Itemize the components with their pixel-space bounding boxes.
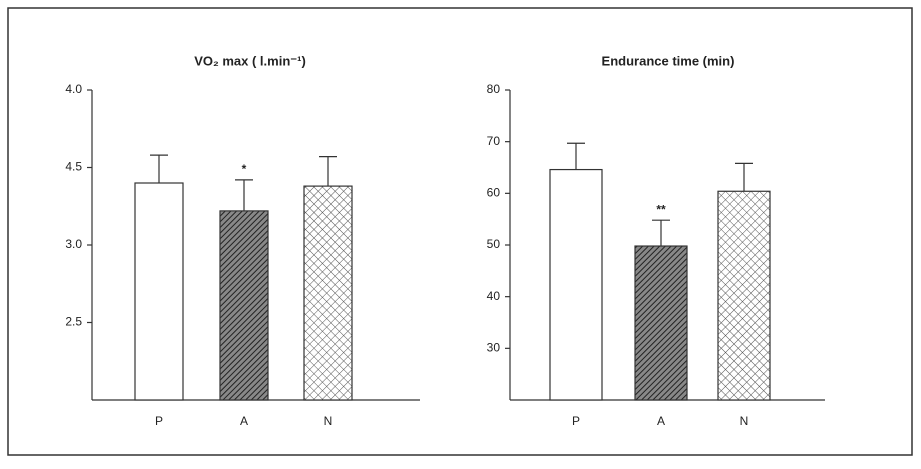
x-tick-label: P: [155, 414, 163, 428]
significance-mark: **: [656, 202, 666, 216]
chart-title: VO₂ max ( l.min⁻¹): [194, 53, 306, 68]
y-tick-label: 80: [487, 82, 501, 96]
y-tick-label: 40: [487, 289, 501, 303]
bar: [134, 182, 184, 401]
x-tick-label: N: [740, 414, 749, 428]
bar: [219, 210, 269, 401]
y-tick-label: 4.5: [65, 160, 82, 174]
y-tick-label: 60: [487, 186, 501, 200]
y-tick-label: 70: [487, 134, 501, 148]
bar: [303, 185, 353, 401]
y-tick-label: 3.0: [65, 237, 82, 251]
y-tick-label: 4.0: [65, 82, 82, 96]
significance-mark: *: [242, 162, 247, 176]
x-tick-label: A: [657, 414, 665, 428]
x-tick-label: A: [240, 414, 248, 428]
frame: [7, 7, 913, 456]
y-tick-label: 2.5: [65, 315, 82, 329]
x-tick-label: P: [572, 414, 580, 428]
chart-title: Endurance time (min): [602, 53, 735, 68]
bar: [717, 190, 771, 401]
y-tick-label: 50: [487, 237, 501, 251]
y-tick-label: 30: [487, 341, 501, 355]
x-tick-label: N: [324, 414, 333, 428]
bar: [634, 245, 688, 401]
bar: [549, 168, 603, 401]
